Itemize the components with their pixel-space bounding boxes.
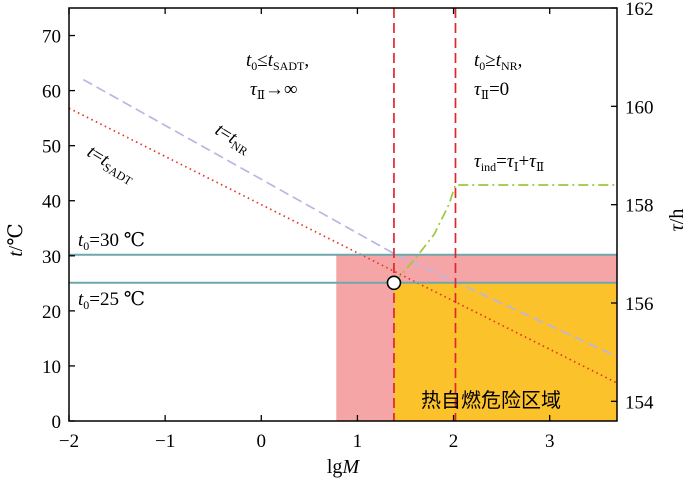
intersection-marker xyxy=(386,275,402,291)
y-left-tick-label: 10 xyxy=(42,357,61,378)
x-tick-label: 1 xyxy=(353,431,363,452)
region-label: 热自燃危险区域 xyxy=(421,388,561,412)
annotation-cond-right-2: τⅡ=0 xyxy=(474,79,509,102)
y-right-tick-label: 154 xyxy=(625,392,654,413)
x-axis-title-main: lg xyxy=(327,456,343,478)
marker-layer xyxy=(386,275,402,291)
plot-border xyxy=(68,7,618,422)
x-tick-label: 2 xyxy=(449,431,459,452)
annotation-cond-right-1: t0≥tNR, xyxy=(474,50,522,73)
vertical-guides xyxy=(393,8,457,421)
y-right-tick-label: 158 xyxy=(625,196,654,217)
y-right-tick-label: 162 xyxy=(625,0,654,20)
series-t_sadt xyxy=(68,107,618,384)
y-left-tick-label: 0 xyxy=(52,412,62,433)
series-lines xyxy=(68,78,618,384)
annotation-t-sadt: t=tSADT xyxy=(82,141,140,188)
x-tick-label: −2 xyxy=(59,431,79,452)
y-right-title-unit: /h xyxy=(666,209,688,225)
annotation-t0-30: t0=30 ℃ xyxy=(78,230,145,253)
region-1 xyxy=(393,282,617,421)
annotation-t-nr: t=tNR xyxy=(210,119,254,158)
y-left-axis-title: t/℃ xyxy=(5,223,27,257)
annotation-cond-left-1: t0≤tSADT, xyxy=(246,50,309,73)
annotation-t0-25: t0=25 ℃ xyxy=(78,289,145,312)
series-t_nr xyxy=(82,78,618,358)
y-left-title-var: t xyxy=(5,251,27,257)
annotation-cond-left-2: τⅡ→∞ xyxy=(250,79,298,102)
x-tick-label: 3 xyxy=(545,431,555,452)
series-tau_ind xyxy=(393,184,617,284)
y-left-title-unit: /℃ xyxy=(5,223,27,251)
y-left-tick-label: 30 xyxy=(42,247,61,268)
x-axis-title-var: M xyxy=(341,456,360,478)
x-tick-label: 0 xyxy=(257,431,267,452)
y-right-axis-title: τ/h xyxy=(666,209,688,232)
y-right-title-var: τ xyxy=(666,223,688,231)
y-right-tick-label: 160 xyxy=(625,97,654,118)
y-left-tick-label: 20 xyxy=(42,302,61,323)
y-left-tick-label: 50 xyxy=(42,137,61,158)
y-left-tick-label: 70 xyxy=(42,27,61,48)
x-axis-title: lgM xyxy=(327,456,361,478)
x-tick-label: −1 xyxy=(155,431,175,452)
y-right-tick-label: 156 xyxy=(625,294,654,315)
annotation-tau-ind: τind=τⅠ+τⅡ xyxy=(474,151,544,174)
y-left-tick-label: 60 xyxy=(42,82,61,103)
plot-frame xyxy=(68,7,618,422)
y-left-tick-label: 40 xyxy=(42,192,61,213)
